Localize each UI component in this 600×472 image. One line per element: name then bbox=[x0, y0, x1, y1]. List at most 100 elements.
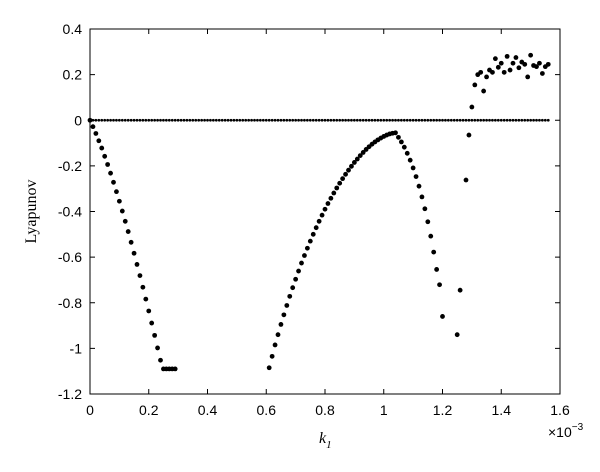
data-point bbox=[170, 118, 174, 122]
data-point bbox=[97, 118, 101, 122]
data-point bbox=[360, 150, 366, 155]
data-point bbox=[508, 118, 512, 122]
data-point bbox=[311, 118, 315, 122]
data-point bbox=[223, 118, 227, 122]
data-point bbox=[492, 56, 498, 62]
data-point bbox=[526, 118, 530, 122]
data-point bbox=[546, 118, 550, 122]
data-point bbox=[446, 118, 450, 122]
data-point bbox=[457, 287, 463, 293]
data-point bbox=[238, 118, 242, 122]
data-point bbox=[140, 284, 146, 290]
y-tick-label: -0.8 bbox=[58, 295, 82, 311]
data-point bbox=[454, 332, 460, 338]
data-point bbox=[182, 118, 186, 122]
data-point bbox=[484, 74, 489, 80]
data-point bbox=[329, 118, 333, 122]
data-point bbox=[162, 118, 165, 122]
data-point bbox=[407, 157, 413, 163]
data-point bbox=[411, 118, 415, 122]
data-point bbox=[167, 118, 171, 122]
data-point bbox=[279, 118, 283, 122]
data-point bbox=[498, 60, 504, 66]
data-point bbox=[543, 118, 547, 122]
data-point bbox=[296, 268, 301, 274]
data-point bbox=[422, 206, 428, 212]
data-point bbox=[191, 118, 195, 122]
data-point bbox=[96, 138, 102, 144]
data-point bbox=[146, 308, 152, 314]
data-point bbox=[513, 55, 519, 60]
x-tick-label: 0.8 bbox=[315, 402, 335, 418]
data-point bbox=[367, 118, 371, 122]
data-point bbox=[473, 118, 477, 122]
data-point bbox=[214, 118, 218, 122]
data-point bbox=[358, 118, 362, 122]
data-point bbox=[293, 276, 299, 282]
data-point bbox=[200, 118, 204, 122]
data-point bbox=[346, 167, 351, 173]
data-point bbox=[256, 118, 259, 122]
x-axis-label: k1 bbox=[319, 430, 332, 451]
data-point bbox=[452, 118, 456, 122]
data-point bbox=[364, 118, 368, 122]
data-point bbox=[337, 180, 343, 186]
x-axis-label-subscript: 1 bbox=[326, 439, 332, 451]
data-point bbox=[361, 118, 365, 122]
data-point bbox=[153, 118, 157, 122]
data-point bbox=[307, 238, 313, 244]
data-point bbox=[334, 185, 340, 191]
data-point bbox=[102, 153, 108, 159]
data-point bbox=[481, 88, 487, 94]
data-point bbox=[417, 118, 421, 122]
data-point bbox=[156, 118, 159, 122]
y-tick-label: -0.6 bbox=[58, 249, 82, 265]
data-point bbox=[147, 118, 151, 122]
data-point bbox=[516, 65, 522, 71]
data-point bbox=[463, 177, 469, 183]
data-point bbox=[304, 245, 310, 251]
data-point bbox=[540, 118, 544, 122]
data-point bbox=[388, 118, 392, 122]
data-point bbox=[461, 118, 465, 122]
data-point bbox=[250, 118, 253, 122]
data-point bbox=[299, 260, 304, 266]
data-point bbox=[253, 118, 256, 122]
data-point bbox=[317, 118, 321, 122]
data-point bbox=[496, 118, 500, 122]
data-point bbox=[326, 118, 330, 122]
data-point bbox=[429, 118, 433, 122]
data-point bbox=[382, 118, 386, 122]
data-point bbox=[302, 253, 307, 258]
data-point bbox=[514, 118, 518, 122]
data-point bbox=[399, 118, 403, 122]
data-point bbox=[258, 118, 262, 122]
data-point bbox=[373, 118, 377, 122]
data-point bbox=[87, 117, 93, 123]
data-point bbox=[352, 118, 356, 122]
data-point bbox=[335, 118, 339, 122]
data-point bbox=[419, 194, 425, 200]
data-point bbox=[499, 118, 503, 122]
data-point bbox=[172, 366, 178, 372]
data-points bbox=[87, 52, 551, 372]
data-point bbox=[103, 118, 107, 122]
data-point bbox=[505, 118, 509, 122]
data-point bbox=[173, 118, 177, 122]
data-point bbox=[197, 118, 201, 122]
data-point bbox=[288, 118, 292, 122]
data-point bbox=[434, 267, 440, 272]
x-tick-label: 1 bbox=[380, 402, 388, 418]
y-tick-label: 0.4 bbox=[63, 21, 83, 37]
x-exponent-base: ×10 bbox=[548, 424, 572, 440]
data-point bbox=[275, 332, 281, 338]
data-point bbox=[404, 150, 410, 156]
data-point bbox=[357, 153, 363, 159]
y-tick-label: 0 bbox=[74, 112, 82, 128]
data-point bbox=[291, 118, 295, 122]
data-point bbox=[141, 118, 145, 122]
data-point bbox=[137, 273, 143, 279]
y-tick-label: -0.4 bbox=[58, 204, 82, 220]
data-point bbox=[115, 118, 118, 122]
data-point bbox=[129, 118, 133, 122]
